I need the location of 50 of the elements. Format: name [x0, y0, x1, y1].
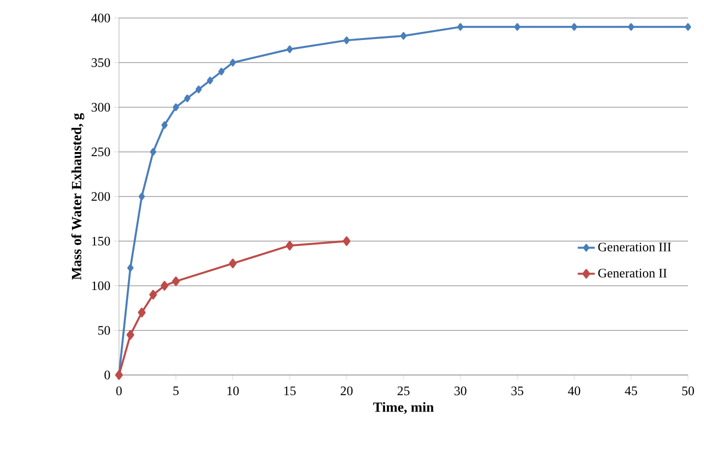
y-tick-label: 350	[92, 58, 110, 67]
point	[138, 308, 146, 318]
x-tick-label: 5	[173, 386, 179, 396]
point	[684, 23, 692, 31]
y-tick-label: 400	[91, 14, 110, 22]
point	[206, 76, 214, 84]
legend-label: Generation II	[598, 268, 667, 278]
point	[218, 68, 225, 76]
point	[514, 23, 520, 31]
point	[172, 276, 180, 286]
y-tick-label: 300	[92, 102, 110, 112]
point	[172, 103, 179, 112]
point	[457, 23, 464, 31]
y-tick-label: 0	[104, 370, 110, 380]
point	[571, 23, 578, 31]
point	[184, 94, 190, 102]
point	[342, 236, 350, 246]
point	[228, 258, 237, 268]
x-tick-label: 10	[227, 386, 239, 396]
point	[286, 240, 294, 250]
x-tick-label: 25	[398, 386, 410, 396]
x-tick-label: 30	[454, 386, 466, 396]
y-tick-label: 50	[98, 326, 110, 335]
point	[344, 36, 350, 44]
point	[400, 32, 407, 40]
point	[127, 264, 134, 272]
x-tick-label: 15	[284, 386, 296, 396]
point	[149, 290, 157, 300]
x-tick-label: 35	[511, 386, 524, 396]
point	[230, 58, 236, 66]
x-tick-label: 50	[682, 386, 694, 396]
y-tick-label: 100	[92, 281, 110, 290]
x-tick-label: 45	[624, 386, 638, 396]
legend-label: Generation III	[598, 242, 671, 252]
y-tick-label: 150	[92, 236, 110, 246]
x-tick-label: 0	[116, 386, 122, 396]
point	[286, 45, 293, 54]
point	[138, 192, 145, 200]
point	[161, 121, 168, 129]
y-axis-title: Mass of Water Exhausted, g	[71, 113, 84, 280]
point	[126, 330, 134, 340]
point	[160, 280, 168, 291]
x-tick-label: 40	[568, 386, 580, 396]
x-axis-title: Time, min	[373, 402, 434, 414]
y-tick-label: 200	[92, 192, 110, 201]
point	[196, 86, 202, 94]
y-tick-label: 250	[92, 148, 110, 156]
point	[628, 23, 634, 31]
x-tick-label: 20	[340, 386, 353, 396]
point	[150, 148, 156, 156]
